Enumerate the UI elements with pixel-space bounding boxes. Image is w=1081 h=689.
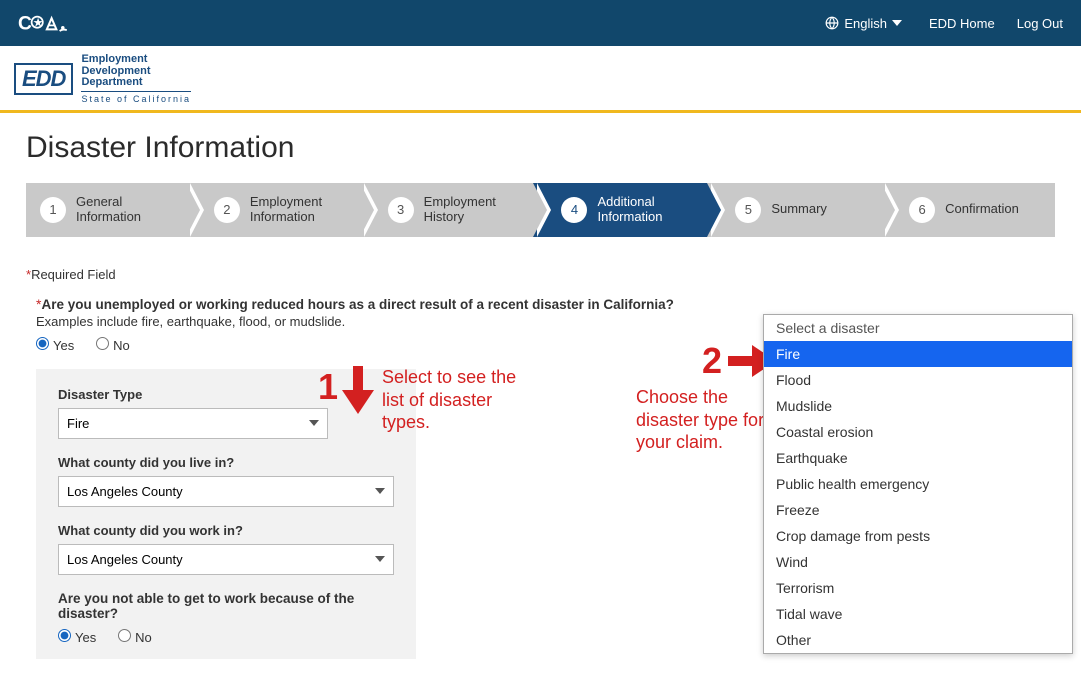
topbar: C★ English EDD Home Log Out [0,0,1081,46]
step-4[interactable]: 4 Additional Information [533,183,707,237]
disaster-type-select[interactable]: Fire [58,408,328,439]
language-selector[interactable]: English [825,16,907,31]
step-3[interactable]: 3 Employment History [360,183,534,237]
dropdown-option[interactable]: Terrorism [764,575,1072,601]
step-5[interactable]: 5 Summary [707,183,881,237]
edd-home-link[interactable]: EDD Home [929,16,995,31]
svg-text:C: C [18,13,32,34]
step-label: Employment Information [250,195,350,225]
globe-icon [825,16,839,30]
dropdown-option[interactable]: Crop damage from pests [764,523,1072,549]
dropdown-option[interactable]: Tidal wave [764,601,1072,627]
dropdown-option[interactable]: Earthquake [764,445,1072,471]
edd-logo-bar: EDD Employment Development Department St… [0,46,1081,113]
step-label: Summary [771,202,827,217]
county-work-select[interactable]: Los Angeles County [58,544,394,575]
dropdown-option[interactable]: Mudslide [764,393,1072,419]
dropdown-option[interactable]: Flood [764,367,1072,393]
step-circle: 6 [909,197,935,223]
step-6[interactable]: 6 Confirmation [881,183,1055,237]
step-circle: 3 [388,197,414,223]
language-label: English [844,16,887,31]
step-circle: 4 [561,197,587,223]
step-label: Employment History [424,195,524,225]
svg-text:★: ★ [32,18,42,29]
edd-text-line1: Employment [81,54,191,66]
required-field-note: *Required Field [26,267,1055,282]
progress-stepper: 1 General Information 2 Employment Informat… [26,183,1055,237]
disaster-type-dropdown-list[interactable]: Select a disasterFireFloodMudslideCoasta… [763,314,1073,654]
dropdown-option[interactable]: Wind [764,549,1072,575]
ca-gov-logo: C★ [18,9,74,37]
dropdown-option[interactable]: Coastal erosion [764,419,1072,445]
county-work-label: What county did you work in? [58,523,394,538]
step-label: Confirmation [945,202,1019,217]
disaster-details-panel: Disaster Type Fire What county did you l… [36,369,416,659]
step-2[interactable]: 2 Employment Information [186,183,360,237]
q2-yes-radio[interactable]: Yes [58,630,96,645]
step-1[interactable]: 1 General Information [26,183,186,237]
step-label: Additional Information [597,195,697,225]
edd-mark: EDD [14,63,73,95]
step-circle: 5 [735,197,761,223]
edd-state-line: State of California [81,91,191,104]
step-label: General Information [76,195,176,225]
county-live-label: What county did you live in? [58,455,394,470]
dropdown-option[interactable]: Public health emergency [764,471,1072,497]
q2-label: Are you not able to get to work because … [58,591,394,621]
dropdown-option[interactable]: Fire [764,341,1072,367]
edd-text-line3: Department [81,77,191,89]
step-circle: 2 [214,197,240,223]
dropdown-option[interactable]: Select a disaster [764,315,1072,341]
dropdown-option[interactable]: Freeze [764,497,1072,523]
page-title: Disaster Information [26,131,1055,165]
disaster-type-label: Disaster Type [58,387,394,402]
q2-no-radio[interactable]: No [118,630,152,645]
q1-label: Are you unemployed or working reduced ho… [41,297,673,312]
step-circle: 1 [40,197,66,223]
q1-no-radio[interactable]: No [96,338,130,353]
logout-link[interactable]: Log Out [1017,16,1063,31]
dropdown-option[interactable]: Other [764,627,1072,653]
q1-yes-radio[interactable]: Yes [36,338,74,353]
county-live-select[interactable]: Los Angeles County [58,476,394,507]
required-field-label: Required Field [31,267,116,282]
chevron-down-icon [892,18,902,28]
